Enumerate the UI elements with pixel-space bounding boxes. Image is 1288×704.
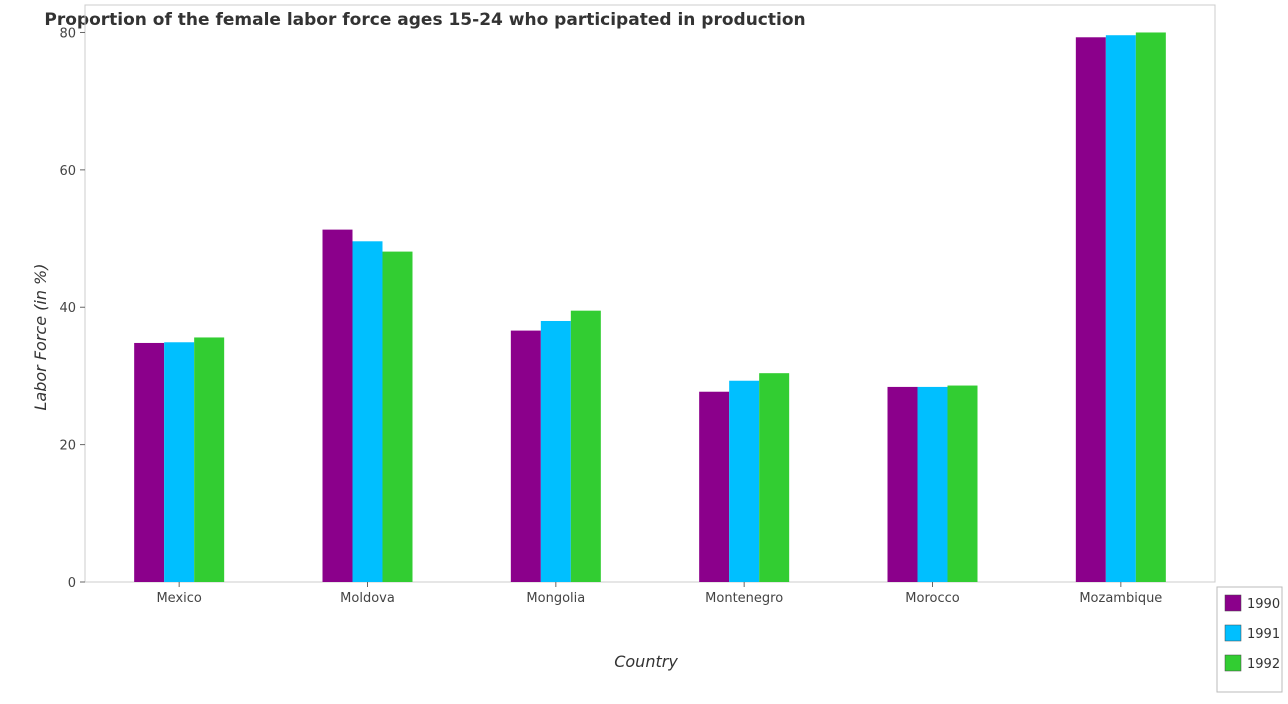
plot-frame	[84, 4, 1216, 583]
bar-1992-morocco	[947, 385, 978, 582]
legend-swatch-1990	[1224, 594, 1242, 612]
bar-1990-mongolia	[510, 330, 541, 582]
x-tick-label: Mozambique	[1079, 591, 1162, 606]
bar-1991-montenegro	[729, 380, 760, 582]
bar-1991-mongolia	[540, 320, 571, 582]
bar-1992-mexico	[194, 337, 225, 582]
legend-swatch-1992	[1224, 654, 1242, 672]
bar-1992-moldova	[382, 251, 413, 582]
y-tick-label: 40	[59, 301, 76, 316]
y-tick-label: 20	[59, 439, 76, 454]
legend-swatch-1991	[1224, 624, 1242, 642]
bar-1990-morocco	[887, 386, 918, 582]
x-tick-label: Montenegro	[705, 591, 783, 606]
x-tick-label: Moldova	[340, 591, 395, 606]
y-axis-label: Labor Force (in %)	[31, 264, 50, 411]
bar-1990-mozambique	[1075, 37, 1106, 582]
bar-1992-mozambique	[1135, 32, 1166, 582]
bar-1991-moldova	[352, 241, 383, 583]
legend: 1990 1991 1992	[1216, 586, 1283, 693]
bar-1990-moldova	[322, 229, 353, 582]
plot-area: 0 20 40 60 80 Mexico Moldova Mongolia Montenegro…	[59, 4, 1216, 606]
x-axis-label: Country	[614, 652, 678, 671]
x-tick-label: Morocco	[905, 591, 959, 606]
bar-1990-mexico	[134, 342, 165, 582]
bar-1990-montenegro	[699, 391, 730, 582]
bar-1991-morocco	[917, 386, 948, 582]
legend-label-1992: 1992	[1247, 657, 1280, 672]
y-tick-label: 60	[59, 164, 76, 179]
bar-1992-mongolia	[570, 310, 601, 582]
bar-1991-mexico	[164, 342, 195, 582]
x-tick-label: Mongolia	[526, 591, 585, 606]
bar-1991-mozambique	[1105, 35, 1136, 582]
x-tick-label: Mexico	[156, 591, 201, 606]
y-tick-label: 0	[68, 576, 76, 591]
y-tick-label: 80	[59, 26, 76, 41]
legend-label-1990: 1990	[1247, 597, 1280, 612]
legend-label-1991: 1991	[1247, 627, 1280, 642]
bar-1992-montenegro	[759, 373, 790, 582]
chart-title: Proportion of the female labor force age…	[44, 10, 805, 30]
